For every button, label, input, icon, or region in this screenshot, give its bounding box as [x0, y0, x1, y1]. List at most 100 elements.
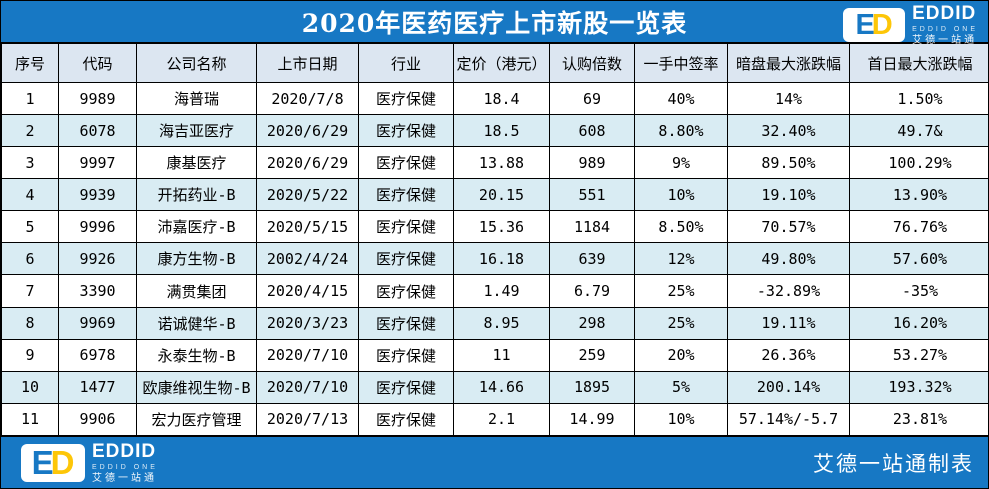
table-cell: 18.5 [453, 114, 550, 148]
table-cell: 9996 [58, 210, 137, 244]
eddid-logo-icon: E D [21, 443, 85, 482]
column-header: 序号 [1, 43, 59, 83]
table-row: 7 3390 满贯集团 2020/4/15 医疗保健 1.49 6.79 25% -32.89%… [1, 274, 988, 308]
table-cell: 11 [1, 402, 59, 436]
table-cell: 11 [453, 338, 550, 372]
table-cell: 989 [549, 146, 635, 180]
table-cell: 沛嘉医疗-B [136, 210, 257, 244]
table-cell: 9% [634, 146, 728, 180]
table-cell: 2020/6/29 [256, 146, 359, 180]
table-cell: 1184 [549, 210, 635, 244]
table-cell: 10 [1, 370, 59, 404]
table-cell: 9926 [58, 242, 137, 276]
table-cell: -32.89% [727, 274, 850, 308]
table-cell: 2020/5/15 [256, 210, 359, 244]
logo-cn-name: 艾德一站通 [92, 472, 157, 484]
table-cell: 6978 [58, 338, 137, 372]
table-cell: 5 [1, 210, 59, 244]
table-cell: 医疗保健 [358, 114, 454, 148]
table-cell: 2020/3/23 [256, 306, 359, 340]
table-cell: 4 [1, 178, 59, 212]
ipo-table: 序号 代码 公司名称 上市日期 行业 定价（港元） 认购倍数 一手中签率 暗盘最大涨跌幅 首日最大… [1, 43, 988, 436]
table-cell: 3 [1, 146, 59, 180]
table-cell: 298 [549, 306, 635, 340]
table-cell: 2020/7/10 [256, 338, 359, 372]
column-header: 定价（港元） [453, 43, 550, 83]
table-cell: 14.66 [453, 370, 550, 404]
table-cell: 永泰生物-B [136, 338, 257, 372]
table-cell: 13.90% [849, 178, 988, 212]
table-cell: 医疗保健 [358, 242, 454, 276]
table-cell: 608 [549, 114, 635, 148]
table-cell: 2020/7/13 [256, 402, 359, 436]
table-cell: 49.80% [727, 242, 850, 276]
table-cell: 8.95 [453, 306, 550, 340]
table-cell: 2020/7/8 [256, 81, 359, 116]
table-cell: 9939 [58, 178, 137, 212]
logo-name: EDDID [92, 440, 157, 462]
table-cell: 6078 [58, 114, 137, 148]
table-cell: 9997 [58, 146, 137, 180]
table-cell: 8.80% [634, 114, 728, 148]
logo-cn-name: 艾德一站通 [912, 35, 978, 46]
table-cell: 18.4 [453, 81, 550, 116]
table-cell: 医疗保健 [358, 306, 454, 340]
table-cell: 8.50% [634, 210, 728, 244]
table-cell: 医疗保健 [358, 338, 454, 372]
table-cell: 1.50% [849, 81, 988, 116]
table-row: 8 9969 诺诚健华-B 2020/3/23 医疗保健 8.95 298 25% 19.11%… [1, 306, 988, 340]
table-row: 1 9989 海普瑞 2020/7/8 医疗保健 18.4 69 40% 14% 1.50% [1, 81, 988, 116]
table-cell: 1 [1, 81, 59, 116]
table-cell: 满贯集团 [136, 274, 257, 308]
logo-name: EDDID [912, 3, 977, 24]
table-cell: 2 [1, 114, 59, 148]
table-cell: 12% [634, 242, 728, 276]
table-cell: 医疗保健 [358, 178, 454, 212]
table-row: 5 9996 沛嘉医疗-B 2020/5/15 医疗保健 15.36 1184 8.50% 70… [1, 210, 988, 244]
table-cell: 2020/5/22 [256, 178, 359, 212]
column-header: 代码 [58, 43, 137, 83]
table-cell: 639 [549, 242, 635, 276]
table-cell: 16.20% [849, 306, 988, 340]
table-cell: 开拓药业-B [136, 178, 257, 212]
eddid-logo-header: E D EDDID EDDID ONE 艾德一站通 [843, 4, 978, 46]
table-container: 序号 代码 公司名称 上市日期 行业 定价（港元） 认购倍数 一手中签率 暗盘最大涨跌幅 首日最大… [1, 43, 988, 436]
table-row: 9 6978 永泰生物-B 2020/7/10 医疗保健 11 259 20% 26.36% 53… [1, 338, 988, 372]
table-cell: 9 [1, 338, 59, 372]
table-cell: 诺诚健华-B [136, 306, 257, 340]
table-cell: 康基医疗 [136, 146, 257, 180]
table-cell: 6 [1, 242, 59, 276]
eddid-logo-footer: E D EDDID EDDID ONE 艾德一站通 [21, 442, 158, 484]
table-cell: 1895 [549, 370, 635, 404]
table-header-row: 序号 代码 公司名称 上市日期 行业 定价（港元） 认购倍数 一手中签率 暗盘最大涨跌幅 首日最大… [1, 43, 988, 83]
table-cell: 193.32% [849, 370, 988, 404]
table-cell: 57.60% [849, 242, 988, 276]
title-bar: 2020年医药医疗上市新股一览表 E D EDDID EDDID ONE 艾德一… [1, 1, 988, 46]
table-cell: 20% [634, 338, 728, 372]
table-cell: 70.57% [727, 210, 850, 244]
logo-letter-d: D [50, 444, 75, 481]
table-cell: 100.29% [849, 146, 988, 180]
column-header: 行业 [358, 43, 454, 83]
logo-subtitle: EDDID ONE [92, 463, 158, 471]
table-cell: 医疗保健 [358, 370, 454, 404]
table-cell: 14% [727, 81, 850, 116]
table-cell: 欧康维视生物-B [136, 370, 257, 404]
table-body: 1 9989 海普瑞 2020/7/8 医疗保健 18.4 69 40% 14% 1.50% 2 60… [1, 81, 988, 436]
table-cell: 海吉亚医疗 [136, 114, 257, 148]
table-cell: 89.50% [727, 146, 850, 180]
table-cell: 200.14% [727, 370, 850, 404]
table-cell: 9906 [58, 402, 137, 436]
table-cell: 2020/7/10 [256, 370, 359, 404]
table-cell: 259 [549, 338, 635, 372]
table-row: 4 9939 开拓药业-B 2020/5/22 医疗保健 20.15 551 10% 19.10… [1, 178, 988, 212]
table-cell: 2002/4/24 [256, 242, 359, 276]
table-row: 2 6078 海吉亚医疗 2020/6/29 医疗保健 18.5 608 8.80% 32.40… [1, 114, 988, 148]
table-cell: 14.99 [549, 402, 635, 436]
table-cell: 76.76% [849, 210, 988, 244]
table-cell: 医疗保健 [358, 81, 454, 116]
table-cell: 49.7& [849, 114, 988, 148]
table-cell: 8 [1, 306, 59, 340]
table-cell: 10% [634, 402, 728, 436]
